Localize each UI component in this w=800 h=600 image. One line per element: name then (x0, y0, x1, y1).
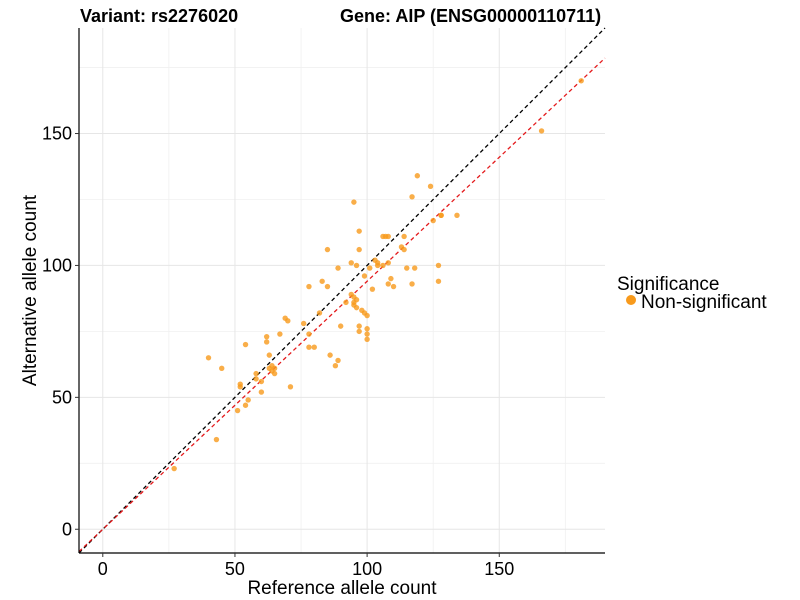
data-point (369, 286, 376, 292)
data-point (335, 357, 341, 364)
data-point (332, 362, 339, 369)
data-point (380, 262, 386, 269)
data-points (171, 78, 584, 472)
data-point (438, 212, 444, 219)
data-point (306, 283, 312, 290)
data-point (234, 407, 241, 414)
data-point (266, 352, 273, 358)
reference-line-identity (78, 27, 606, 554)
data-point (388, 275, 394, 282)
data-point (285, 318, 291, 324)
data-point (287, 384, 294, 390)
data-point (409, 194, 415, 200)
y-axis-title: Alternative allele count (20, 194, 41, 386)
data-point (411, 265, 418, 271)
data-point (454, 212, 460, 219)
data-point (271, 370, 278, 377)
data-point (578, 78, 584, 84)
data-point (205, 355, 212, 361)
data-point (356, 323, 362, 329)
data-point (356, 328, 362, 335)
data-point (353, 304, 360, 311)
data-point (364, 336, 370, 343)
data-point (364, 331, 370, 337)
data-point (213, 436, 220, 443)
data-point (258, 378, 265, 385)
legend-label-non-significant: Non-significant (641, 292, 767, 313)
data-point (263, 333, 270, 340)
data-point (353, 262, 360, 269)
data-point (390, 283, 397, 290)
data-point (253, 376, 259, 382)
legend-title: Significance (617, 274, 719, 295)
data-point (258, 389, 265, 395)
gridlines (79, 28, 605, 553)
data-point (263, 339, 270, 345)
data-point (253, 370, 259, 377)
data-point (327, 352, 333, 358)
data-point (245, 397, 251, 403)
reference-line-fit (78, 57, 606, 553)
data-point (353, 297, 360, 303)
x-tick-label: 100 (352, 559, 382, 579)
data-point (367, 265, 373, 271)
data-point (271, 365, 278, 372)
data-point (356, 246, 362, 253)
data-point (385, 260, 391, 266)
chart-title-gene: Gene: AIP (ENSG00000110711) (340, 6, 601, 26)
data-point (435, 262, 442, 269)
data-point (385, 233, 391, 240)
data-point (242, 341, 249, 348)
data-point (324, 246, 331, 253)
data-point (171, 465, 177, 472)
y-tick-label: 100 (42, 255, 72, 275)
data-point (219, 365, 225, 372)
data-point (361, 273, 368, 279)
data-point (414, 173, 421, 179)
reference-lines (78, 27, 606, 554)
x-tick-label: 50 (225, 559, 245, 579)
y-tick-label: 0 (62, 519, 72, 539)
data-point (356, 228, 362, 234)
data-point (538, 128, 545, 134)
data-point (343, 299, 349, 306)
data-point (374, 262, 381, 269)
data-point (427, 183, 434, 189)
data-point (385, 281, 391, 287)
x-axis-title: Reference allele count (247, 578, 437, 599)
y-tick-label: 50 (52, 387, 72, 407)
data-point (404, 265, 410, 271)
data-point (351, 199, 357, 205)
data-point (319, 278, 325, 284)
legend-swatch-non-significant (626, 295, 636, 305)
axis-ticks: 0 50 100 150 0 50 100 150 (42, 124, 514, 579)
data-point (435, 278, 442, 284)
data-point (306, 331, 312, 337)
data-point (348, 260, 354, 266)
data-point (277, 331, 283, 337)
y-tick-label: 150 (42, 124, 72, 144)
data-point (401, 233, 407, 240)
data-point (335, 265, 341, 271)
data-point (364, 312, 370, 319)
data-point (306, 344, 312, 350)
data-point (311, 344, 317, 350)
legend: Significance Non-significant (617, 274, 767, 313)
data-point (324, 283, 331, 290)
data-point (401, 246, 407, 253)
chart-title-variant: Variant: rs2276020 (80, 6, 238, 26)
x-tick-label: 150 (484, 559, 514, 579)
x-tick-label: 0 (98, 559, 108, 579)
data-point (409, 281, 415, 287)
data-point (430, 217, 436, 224)
data-point (242, 402, 249, 408)
data-point (300, 320, 307, 327)
data-point (364, 326, 370, 332)
data-point (237, 381, 243, 387)
data-point (316, 310, 323, 316)
data-point (337, 323, 344, 329)
